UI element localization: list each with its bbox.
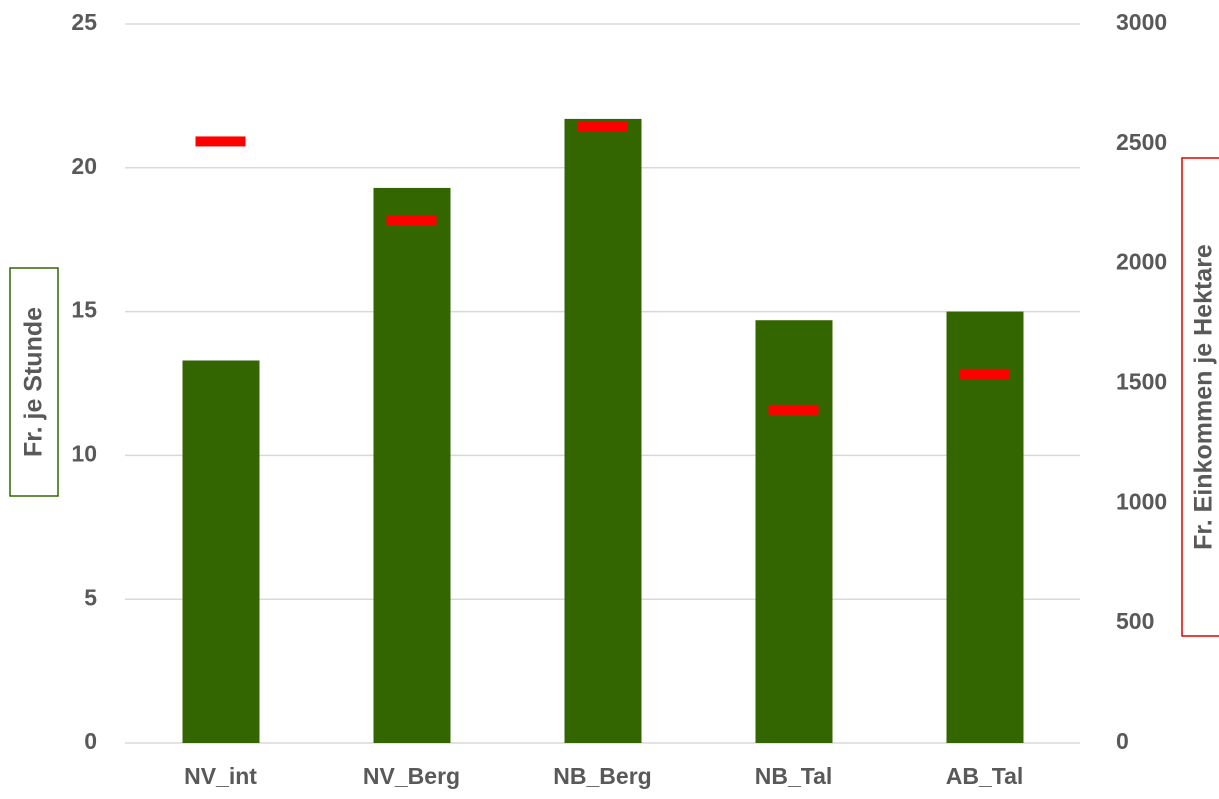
- y2-tick-label: 1500: [1116, 369, 1167, 395]
- y2-tick-label: 2500: [1116, 129, 1167, 155]
- marker: [195, 136, 246, 147]
- y2-tick-label: 500: [1116, 608, 1154, 634]
- x-tick-label: NB_Berg: [553, 763, 651, 789]
- y-tick-label: 0: [84, 728, 97, 754]
- bar: [373, 187, 451, 743]
- marker: [959, 368, 1010, 379]
- y2-label-box: [1181, 157, 1219, 637]
- x-tick-label: AB_Tal: [946, 763, 1024, 789]
- y-tick-label: 20: [71, 153, 97, 179]
- y-tick-label: 15: [71, 297, 97, 323]
- y2-axis-label: Fr. Einkommen je Hektare: [1190, 244, 1218, 550]
- bar: [755, 320, 833, 743]
- y-tick-label: 25: [71, 9, 97, 35]
- x-tick-label: NV_int: [184, 763, 257, 789]
- x-tick-label: NB_Tal: [755, 763, 833, 789]
- y-tick-label: 5: [84, 584, 97, 610]
- y2-tick-label: 2000: [1116, 249, 1167, 275]
- y2-tick-label: 3000: [1116, 9, 1167, 35]
- marker: [386, 215, 437, 226]
- y2-tick-label: 1000: [1116, 488, 1167, 514]
- y-label-box: [9, 267, 59, 497]
- bar: [946, 311, 1024, 743]
- x-tick-label: NV_Berg: [363, 763, 460, 789]
- marker: [577, 122, 628, 133]
- y2-tick-label: 0: [1116, 728, 1129, 754]
- y-axis-label: Fr. je Stunde: [20, 307, 48, 457]
- marker: [768, 404, 819, 415]
- bar: [564, 118, 642, 743]
- bar: [182, 360, 260, 743]
- y-tick-label: 10: [71, 440, 97, 466]
